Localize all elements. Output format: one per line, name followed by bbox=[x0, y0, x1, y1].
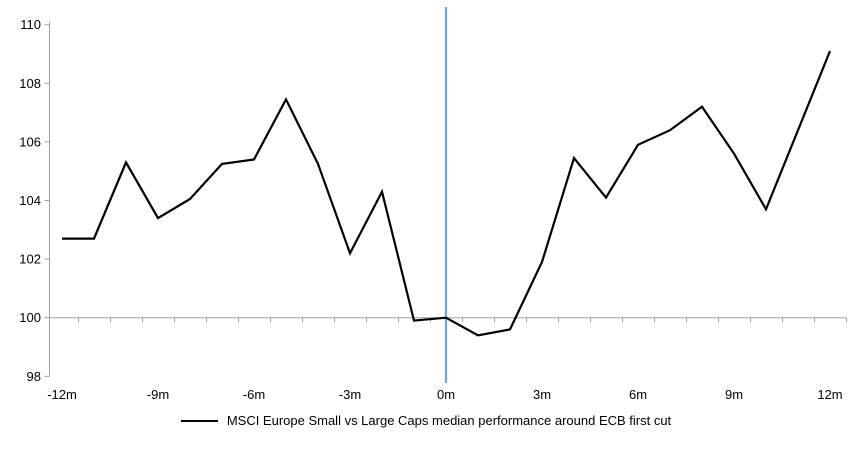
legend-label: MSCI Europe Small vs Large Caps median p… bbox=[226, 413, 672, 428]
y-tick-label: 102 bbox=[19, 252, 41, 267]
x-tick-label: -6m bbox=[243, 387, 265, 402]
x-tick-label: -12m bbox=[47, 387, 77, 402]
x-tick-label: 12m bbox=[817, 387, 842, 402]
y-tick-label: 108 bbox=[19, 76, 41, 91]
x-tick-label: 3m bbox=[533, 387, 551, 402]
legend-line-sample bbox=[180, 419, 218, 422]
legend: MSCI Europe Small vs Large Caps median p… bbox=[0, 413, 852, 428]
y-tick-label: 106 bbox=[19, 134, 41, 149]
x-tick-label: 0m bbox=[437, 387, 455, 402]
x-tick-label: -3m bbox=[339, 387, 361, 402]
series-path bbox=[62, 50, 832, 337]
y-tick-label: 98 bbox=[27, 369, 41, 384]
x-tick-label: 9m bbox=[725, 387, 743, 402]
x-tick-label: 6m bbox=[629, 387, 647, 402]
y-tick-label: 104 bbox=[19, 193, 41, 208]
x-tick-label: -9m bbox=[147, 387, 169, 402]
y-tick-label: 110 bbox=[20, 17, 41, 32]
y-tick-label: 100 bbox=[19, 310, 41, 325]
